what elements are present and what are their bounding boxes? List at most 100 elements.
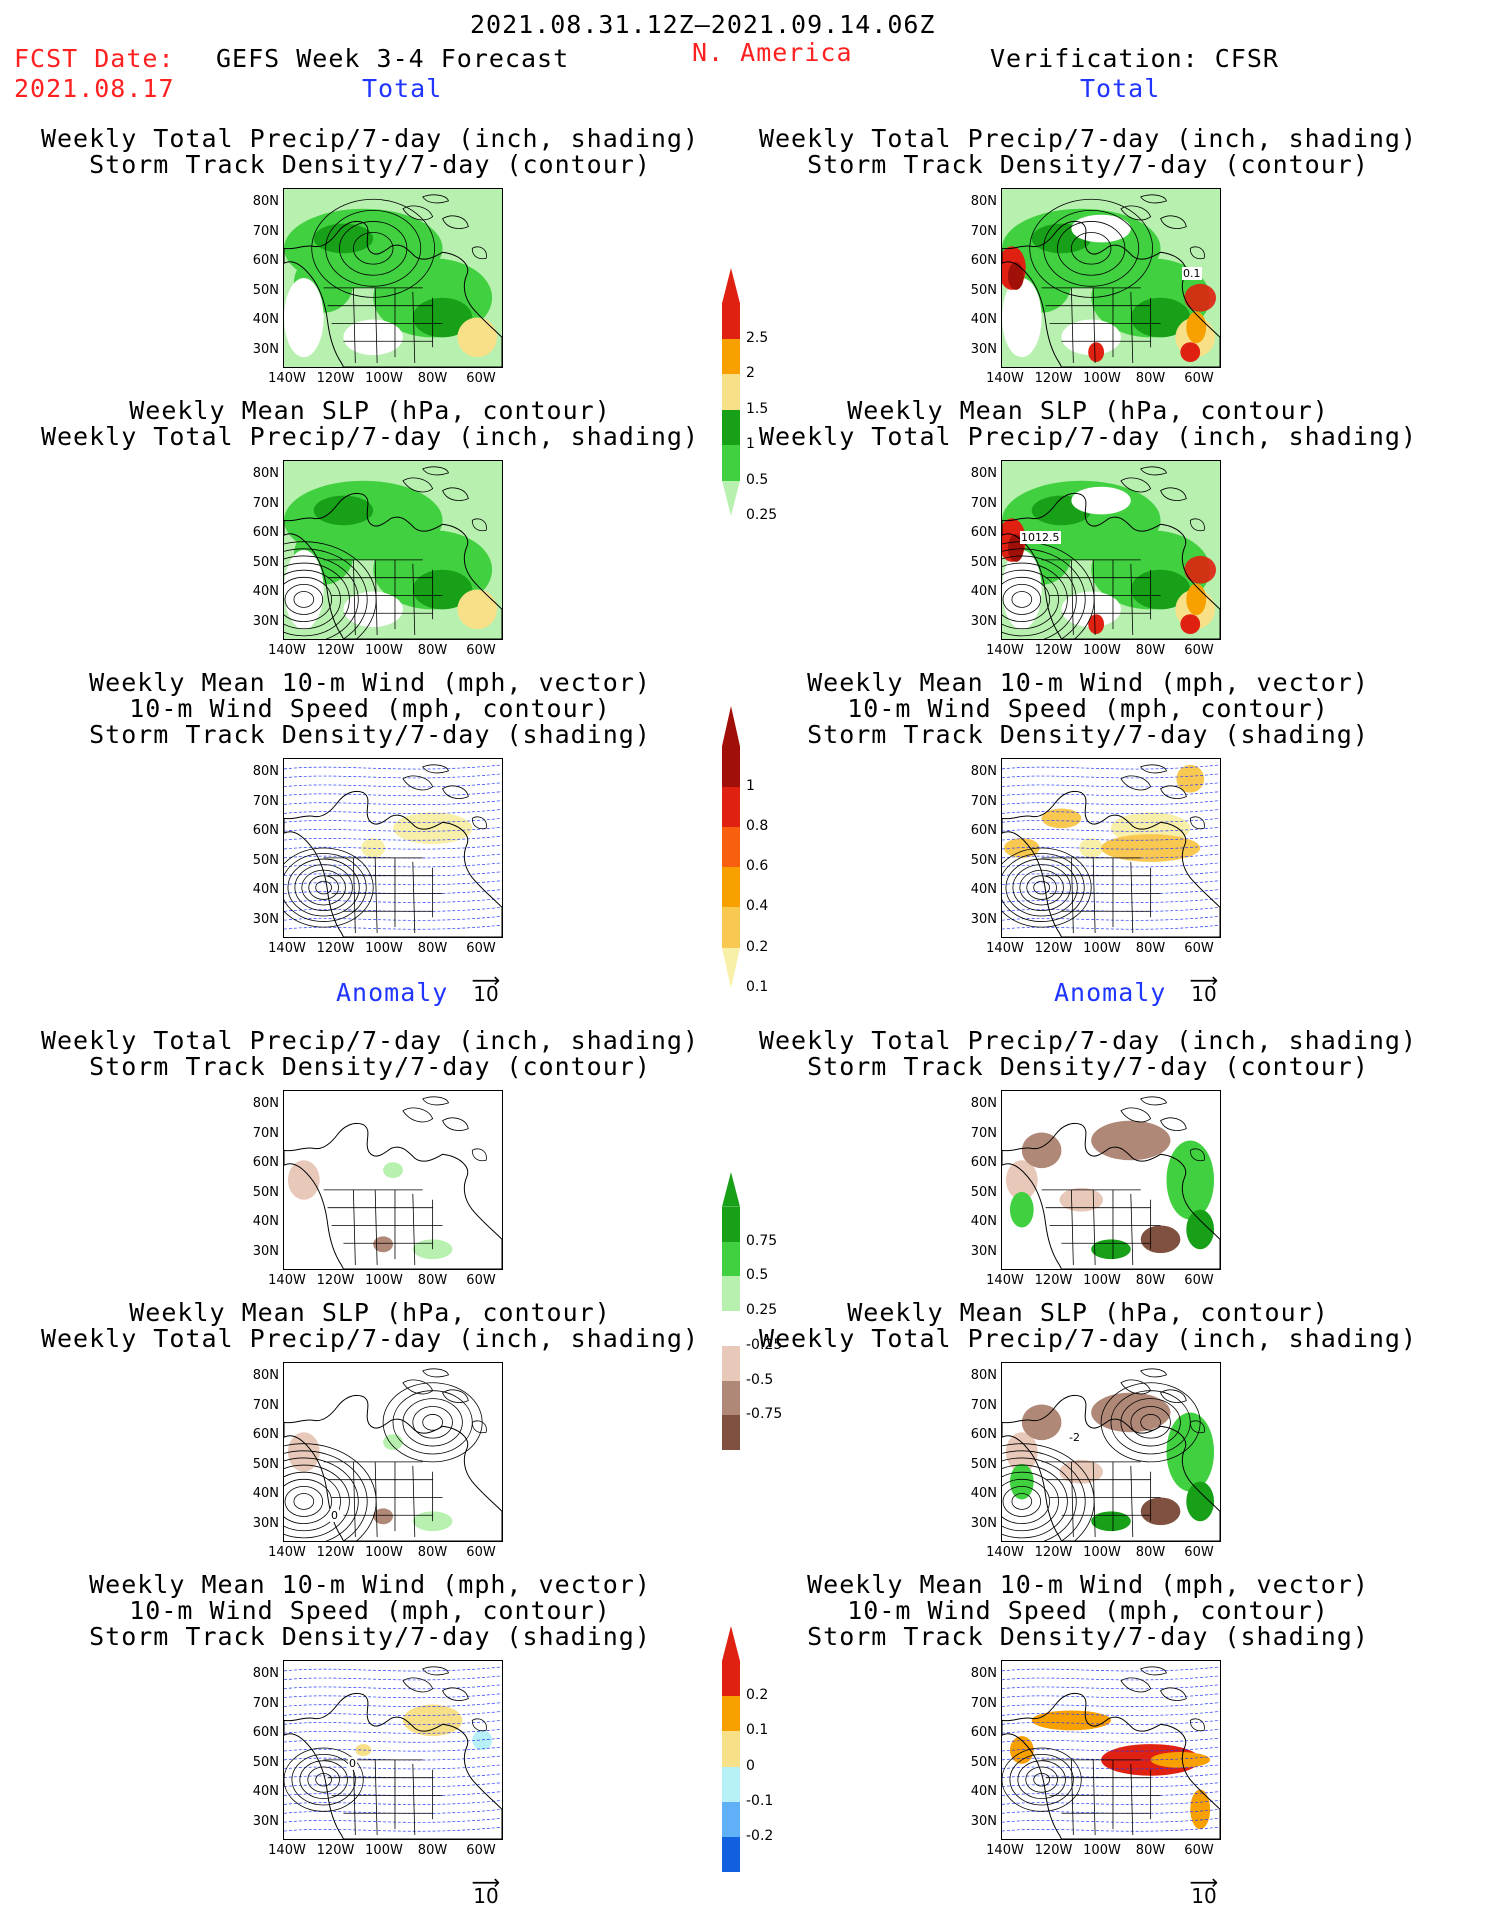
lon-tick-label: 140W: [986, 643, 1024, 658]
map-fc-anom-precip-track: [283, 1090, 503, 1270]
lat-tick-label: 40N: [252, 1784, 279, 1799]
lon-tick-label: 120W: [1034, 941, 1073, 956]
map-obs-wind-track: [1001, 758, 1221, 938]
lat-tick-label: 80N: [970, 1368, 997, 1383]
vector-ref-obs-total: ⟶ 10: [1189, 968, 1219, 1006]
colorbar-label: 0.8: [746, 817, 769, 834]
lat-tick-label: 50N: [970, 1456, 997, 1472]
lat-tick-label: 30N: [970, 1813, 997, 1829]
lat-tick-label: 70N: [252, 223, 279, 239]
colorbar-label: -0.5: [746, 1371, 774, 1388]
map-obs-anom-precip-track: [1001, 1090, 1221, 1270]
lon-tick-label: 60W: [1184, 1843, 1214, 1858]
lon-tick-label: 120W: [316, 941, 355, 956]
lon-tick-label: 80W: [1135, 941, 1166, 956]
lat-tick-label: 70N: [252, 793, 279, 809]
lat-tick-label: 80N: [970, 194, 997, 209]
vector-ref-obs-anom: ⟶ 10: [1189, 1870, 1219, 1908]
lat-tick-label: 40N: [252, 1486, 279, 1501]
lat-tick-label: 70N: [970, 1397, 997, 1413]
colorbar-segment: [722, 826, 740, 868]
forecast-anomaly-label: Anomaly: [336, 978, 449, 1007]
colorbar-segment: [722, 1801, 740, 1837]
lat-tick-label: 80N: [970, 1666, 997, 1681]
lon-tick-label: 120W: [1034, 1545, 1073, 1560]
lon-tick-label: 60W: [1184, 643, 1214, 658]
panel-title-obs-wind-track: Weekly Mean 10-m Wind (mph, vector) 10-m …: [807, 668, 1369, 749]
lat-tick-label: 30N: [252, 613, 279, 629]
colorbar-label: 0.2: [746, 938, 769, 955]
colorbar-label: -0.2: [746, 1827, 774, 1844]
lon-tick-label: 100W: [1083, 1273, 1121, 1288]
period-title: 2021.08.31.12Z–2021.09.14.06Z: [470, 10, 936, 39]
lon-tick-label: 140W: [986, 1273, 1024, 1288]
lon-tick-label: 60W: [1184, 1273, 1214, 1288]
colorbar-segment: [722, 1311, 740, 1346]
lon-tick-label: 100W: [1083, 371, 1121, 386]
colorbar-label: 0.6: [746, 858, 769, 875]
lon-tick-label: 100W: [365, 1545, 403, 1560]
map-annotation: -2: [1068, 1431, 1081, 1444]
lon-tick-label: 100W: [1083, 1843, 1121, 1858]
map-obs-slp-precip: 1012.5: [1001, 460, 1221, 640]
precip-colorbar: 2.5 2 1.5 1 0.5 0.25: [722, 268, 777, 523]
lat-tick-label: 50N: [252, 852, 279, 868]
colorbar-segment: [722, 1731, 740, 1767]
lat-tick-label: 30N: [970, 911, 997, 927]
map-obs-anom-wind-track: [1001, 1660, 1221, 1840]
lon-tick-label: 80W: [417, 1545, 448, 1560]
lat-tick-label: 80N: [252, 466, 279, 481]
lat-tick-label: 60N: [970, 823, 997, 838]
map-annotation: 0.1: [1182, 267, 1202, 280]
lat-tick-label: 40N: [252, 1214, 279, 1229]
colorbar-segment: [722, 409, 740, 446]
lat-tick-label: 50N: [252, 1184, 279, 1200]
lat-tick-label: 30N: [252, 1515, 279, 1531]
panel-title-obs-anom-precip-track: Weekly Total Precip/7-day (inch, shading…: [758, 1026, 1418, 1081]
colorbar-label: 0.1: [746, 1722, 769, 1739]
lon-tick-label: 80W: [417, 1273, 448, 1288]
lat-tick-label: 50N: [252, 554, 279, 570]
colorbar-label: 0.2: [746, 1687, 769, 1704]
lon-tick-label: 100W: [365, 371, 403, 386]
lon-tick-label: 120W: [316, 1273, 355, 1288]
panel-title-obs-anom-slp-precip: Weekly Mean SLP (hPa, contour) Weekly Tot…: [758, 1298, 1418, 1353]
colorbar-segment: [722, 907, 740, 948]
lat-tick-label: 50N: [970, 852, 997, 868]
lat-tick-label: 60N: [970, 1725, 997, 1740]
colorbar-segment: [722, 947, 740, 988]
colorbar-segment: [722, 1766, 740, 1802]
track-anomaly-colorbar: 0.2 0.1 0 -0.1 -0.2: [722, 1626, 773, 1872]
lat-tick-label: 50N: [970, 1754, 997, 1770]
lat-tick-label: 80N: [970, 466, 997, 481]
colorbar-segment: [722, 445, 740, 481]
colorbar-label: 0.5: [746, 1267, 769, 1284]
lat-tick-label: 30N: [970, 613, 997, 629]
colorbar-label: -0.25: [746, 1336, 783, 1353]
colorbar-label: 0.75: [746, 1232, 778, 1249]
lon-tick-label: 140W: [986, 941, 1024, 956]
lat-tick-label: 70N: [970, 1695, 997, 1711]
lat-tick-label: 60N: [970, 253, 997, 268]
lat-tick-label: 30N: [970, 1515, 997, 1531]
colorbar-label: 2: [746, 365, 755, 382]
lon-tick-label: 60W: [1184, 941, 1214, 956]
lon-tick-label: 80W: [417, 1843, 448, 1858]
region-title: N. America: [692, 38, 853, 67]
lat-tick-label: 70N: [970, 793, 997, 809]
colorbar-label: 0.4: [746, 898, 769, 915]
lat-tick-label: 30N: [252, 341, 279, 357]
lon-tick-label: 80W: [1135, 371, 1166, 386]
panel-title-obs-slp-precip: Weekly Mean SLP (hPa, contour) Weekly Tot…: [758, 396, 1418, 451]
verification-title: Verification: CFSR: [990, 44, 1279, 73]
verification-total-label: Total: [1080, 74, 1161, 103]
map-fc-wind-track: [283, 758, 503, 938]
lon-tick-label: 140W: [268, 1843, 306, 1858]
colorbar-segment: [722, 1696, 740, 1732]
colorbar-label: 0: [746, 1757, 755, 1774]
lat-tick-label: 60N: [252, 1725, 279, 1740]
lat-tick-label: 40N: [252, 882, 279, 897]
lat-tick-label: 80N: [252, 764, 279, 779]
lon-tick-label: 120W: [316, 643, 355, 658]
map-obs-anom-slp-precip: -2: [1001, 1362, 1221, 1542]
